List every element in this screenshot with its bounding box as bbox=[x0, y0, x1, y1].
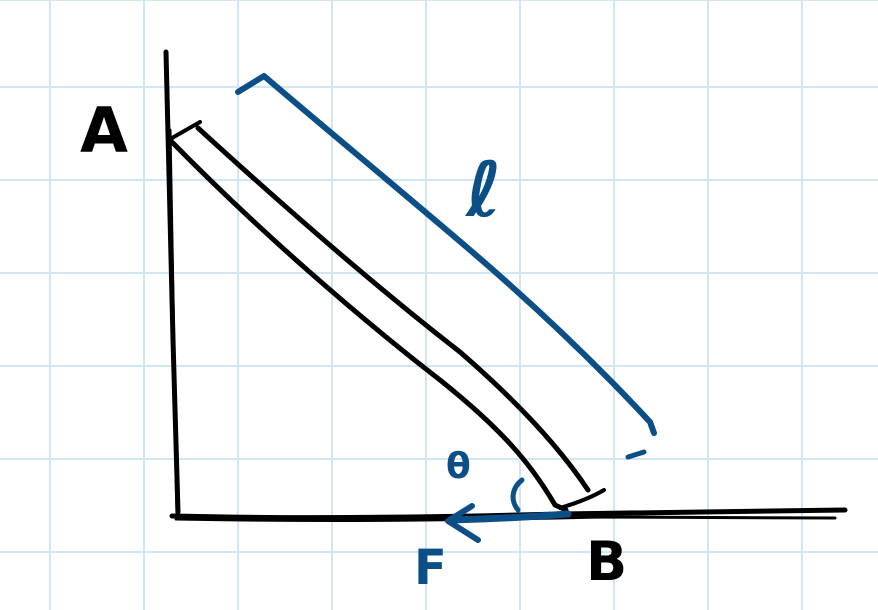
ladder-rod bbox=[167, 120, 606, 513]
point-a-label: A bbox=[80, 94, 128, 167]
length-bracket bbox=[235, 73, 657, 460]
wall bbox=[163, 49, 181, 517]
angle-label: θ bbox=[446, 446, 471, 487]
force-arrow bbox=[445, 503, 572, 543]
angle-arc bbox=[510, 477, 525, 513]
force-label: F bbox=[414, 540, 447, 596]
length-label: ℓ bbox=[464, 145, 502, 234]
point-b-label: B bbox=[586, 530, 627, 593]
